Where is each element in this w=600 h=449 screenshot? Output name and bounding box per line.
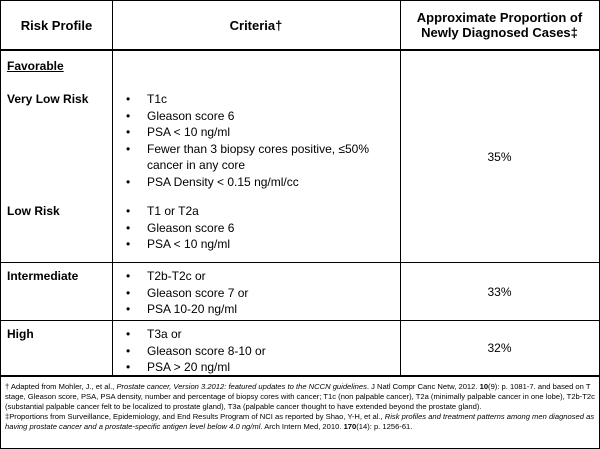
footnote: † Adapted from Mohler, J., et al., Prost… xyxy=(5,382,595,412)
header-cell: Approximate Proportion of Newly Diagnose… xyxy=(416,10,583,40)
criterion: Gleason score 6 xyxy=(126,108,400,125)
criterion: T1c xyxy=(126,91,400,108)
proportion: 33% xyxy=(487,284,512,299)
footnote-text: Prostate cancer, Version 3.2012: feature… xyxy=(116,382,367,391)
criteria-block: Intermediate T2b-T2c orGleason score 7 or… xyxy=(1,263,400,320)
footnote-text: (9): p. 1081-7. and based on T stage, Gl… xyxy=(5,382,595,411)
criterion: T2b-T2c or xyxy=(126,268,400,285)
column-divider xyxy=(112,1,113,375)
criterion: PSA Density < 0.15 ng/ml/cc xyxy=(126,174,400,191)
footnote-text: . Arch Intern Med, 2010. xyxy=(260,422,344,431)
footnotes: † Adapted from Mohler, J., et al., Prost… xyxy=(1,376,599,437)
header-cell: Criteria† xyxy=(229,17,283,33)
footnote-text: † Adapted from Mohler, J., et al., xyxy=(5,382,117,391)
criterion: PSA < 10 ng/ml xyxy=(126,236,400,253)
proportion: 35% xyxy=(487,149,512,164)
criteria-list: T2b-T2c orGleason score 7 orPSA 10-20 ng… xyxy=(112,268,400,318)
footnote-text: Risk profiles and treatment patterns amo… xyxy=(5,412,595,431)
criterion: T3a or xyxy=(126,326,400,343)
criterion: Gleason score 6 xyxy=(126,220,400,237)
criteria-list: T1cGleason score 6PSA < 10 ng/mlFewer th… xyxy=(112,91,400,190)
risk-label: Very Low Risk xyxy=(7,92,89,106)
criteria-list: T1 or T2aGleason score 6PSA < 10 ng/ml xyxy=(112,203,400,253)
criterion: Gleason score 7 or xyxy=(126,285,400,302)
criterion: T1 or T2a xyxy=(126,203,400,220)
proportion: 32% xyxy=(487,341,512,355)
footnote: ‡Proportions from Surveillance, Epidemio… xyxy=(5,412,595,432)
risk-label: High xyxy=(7,327,34,341)
header-cell: Risk Profile xyxy=(20,17,93,33)
criteria-list: T3a orGleason score 8-10 orPSA > 20 ng/m… xyxy=(112,326,400,376)
risk-label: Intermediate xyxy=(7,269,79,283)
footnote-text: 170 xyxy=(343,422,357,431)
section-heading: Favorable xyxy=(7,59,64,73)
section-row: High T3a orGleason score 8-10 orPSA > 20 … xyxy=(1,321,599,376)
criterion: Gleason score 8-10 or xyxy=(126,343,400,360)
criterion: Fewer than 3 biopsy cores positive, ≤50%… xyxy=(126,141,400,174)
header-row: Risk Profile Criteria† Approximate Propo… xyxy=(1,1,599,51)
section-row: Intermediate T2b-T2c orGleason score 7 or… xyxy=(1,263,599,321)
column-divider xyxy=(400,1,401,375)
entry: Intermediate T2b-T2c orGleason score 7 or… xyxy=(1,268,400,318)
footnote-text: 10 xyxy=(479,382,489,391)
risk-label: Low Risk xyxy=(7,204,60,218)
criterion: PSA < 10 ng/ml xyxy=(126,124,400,141)
criteria-block: High T3a orGleason score 8-10 orPSA > 20 … xyxy=(1,321,400,375)
footnote-text: . J Natl Compr Canc Netw, 2012. xyxy=(366,382,480,391)
criterion: PSA > 20 ng/ml xyxy=(126,359,400,376)
entry: High T3a orGleason score 8-10 orPSA > 20 … xyxy=(1,326,400,376)
criterion: PSA 10-20 ng/ml xyxy=(126,301,400,318)
entry: Very Low Risk T1cGleason score 6PSA < 10 … xyxy=(1,91,400,190)
footnote-text: ‡Proportions from Surveillance, Epidemio… xyxy=(5,412,385,421)
entry: Low Risk T1 or T2aGleason score 6PSA < 10… xyxy=(1,203,400,253)
footnote-text: (14): p. 1256-61. xyxy=(356,422,413,431)
